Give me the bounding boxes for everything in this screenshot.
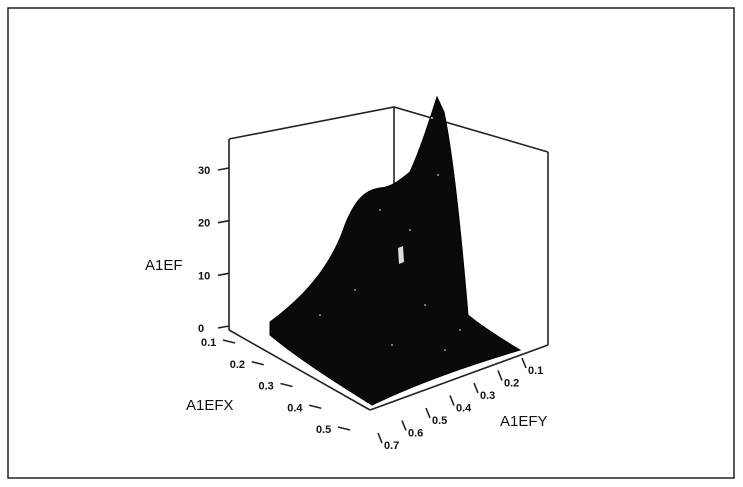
x-axis-title: A1EFX bbox=[186, 397, 234, 414]
y-tick-label: 0.6 bbox=[408, 428, 423, 440]
y-tick bbox=[377, 432, 383, 444]
outer-border bbox=[7, 7, 735, 479]
surface-speckles bbox=[319, 116, 461, 351]
box-floor bbox=[228, 329, 549, 411]
z-tick bbox=[217, 325, 230, 329]
z-tick-label: 20 bbox=[198, 218, 210, 230]
z-axis: 0 10 20 30 A1EF bbox=[145, 165, 230, 335]
y-tick bbox=[497, 370, 503, 381]
y-tick-label: 0.5 bbox=[432, 415, 447, 427]
x-tick-label: 0.1 bbox=[201, 337, 216, 349]
x-tick bbox=[337, 426, 351, 431]
y-tick-label: 0.2 bbox=[504, 378, 519, 390]
surface-highlight bbox=[398, 246, 404, 264]
y-tick bbox=[449, 395, 455, 406]
z-tick bbox=[217, 219, 230, 224]
x-axis: 0.1 0.2 0.3 0.4 0.5 A1EFX bbox=[186, 337, 351, 436]
y-tick bbox=[521, 357, 527, 369]
surface-plot bbox=[269, 95, 522, 406]
y-tick-label: 0.3 bbox=[480, 390, 495, 402]
surface-body bbox=[269, 95, 522, 406]
y-tick bbox=[473, 382, 479, 394]
z-tick-label: 10 bbox=[198, 270, 210, 282]
x-tick-label: 0.4 bbox=[287, 402, 303, 414]
z-tick bbox=[217, 167, 230, 171]
x-tick-label: 0.5 bbox=[316, 424, 331, 436]
y-axis: 0.1 0.2 0.3 0.4 0.5 0.6 0.7 A1EFY bbox=[377, 357, 548, 452]
y-tick bbox=[401, 420, 407, 431]
y-tick-label: 0.4 bbox=[456, 403, 472, 415]
x-tick bbox=[280, 382, 293, 388]
y-tick-label: 0.7 bbox=[384, 440, 399, 452]
x-tick-label: 0.2 bbox=[230, 359, 245, 371]
x-tick bbox=[222, 339, 236, 344]
y-axis-title: A1EFY bbox=[500, 413, 548, 430]
y-tick bbox=[425, 407, 431, 419]
x-tick bbox=[309, 404, 322, 410]
z-tick-label: 0 bbox=[198, 323, 204, 335]
z-tick bbox=[217, 272, 230, 277]
x-tick-label: 0.3 bbox=[259, 381, 274, 393]
y-tick-label: 0.1 bbox=[528, 365, 543, 377]
z-axis-title: A1EF bbox=[145, 257, 183, 274]
z-tick-label: 30 bbox=[198, 165, 210, 177]
x-tick bbox=[251, 360, 264, 366]
